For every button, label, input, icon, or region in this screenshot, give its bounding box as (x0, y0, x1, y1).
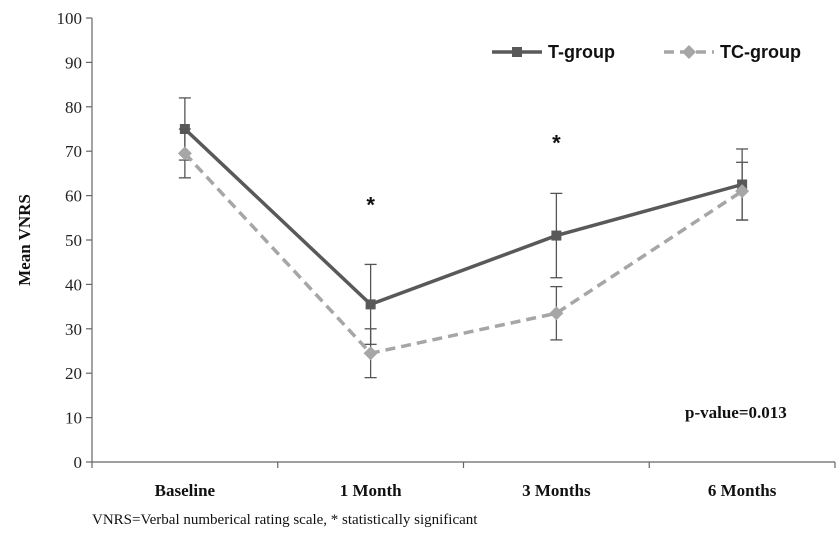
legend-label: T-group (548, 42, 615, 62)
legend-marker-diamond (682, 45, 696, 59)
series-t-group (178, 97, 749, 345)
y-tick-label: 70 (65, 142, 82, 161)
y-tick-label: 100 (57, 9, 83, 28)
data-point-diamond (549, 306, 564, 321)
y-tick-label: 40 (65, 275, 82, 294)
y-axis: 0 10 20 30 40 50 60 70 80 90 100 (57, 9, 93, 472)
p-value-annotation: p-value=0.013 (685, 403, 787, 422)
x-tick-label: 6 Months (708, 481, 777, 500)
x-tick-label: Baseline (155, 481, 216, 500)
y-tick-label: 20 (65, 364, 82, 383)
series-line-t-group (183, 127, 743, 307)
line-chart: 0 10 20 30 40 50 60 70 80 90 100 Baseline 1 Month 3 … (15, 9, 836, 500)
y-tick-label: 80 (65, 98, 82, 117)
legend-label: TC-group (720, 42, 801, 62)
x-tick-label: 1 Month (340, 481, 402, 500)
data-point-diamond (363, 346, 378, 361)
y-tick-label: 0 (74, 453, 83, 472)
legend: T-group TC-group (492, 42, 801, 62)
series-line-tc-group (183, 152, 744, 356)
data-point-diamond (177, 146, 192, 161)
data-point-square (365, 299, 376, 310)
legend-marker-square (512, 47, 522, 57)
y-tick-label: 30 (65, 320, 82, 339)
y-tick-label: 90 (65, 53, 82, 72)
significance-star: * (552, 130, 561, 155)
x-tick-label: 3 Months (522, 481, 591, 500)
y-tick-label: 60 (65, 187, 82, 206)
data-point-diamond (735, 184, 750, 199)
y-tick-label: 50 (65, 231, 82, 250)
chart-footnote: VNRS=Verbal numberical rating scale, * s… (92, 512, 478, 528)
x-axis: Baseline 1 Month 3 Months 6 Months (91, 461, 836, 500)
data-point-square (551, 230, 562, 241)
y-axis-title: Mean VNRS (15, 194, 34, 286)
series-layer (177, 97, 750, 379)
series-tc-group (177, 128, 750, 379)
significance-star: * (366, 192, 375, 217)
significance-markers: ** (366, 130, 561, 217)
y-tick-label: 10 (65, 409, 82, 428)
